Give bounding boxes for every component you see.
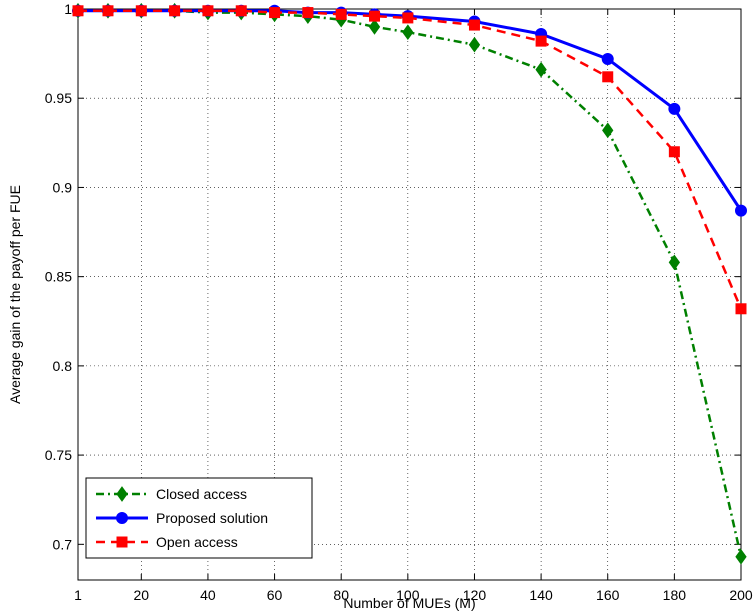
data-point (269, 7, 281, 19)
data-point (235, 5, 247, 17)
x-tick-label: 60 (267, 587, 283, 603)
series (72, 2, 747, 565)
legend-entry-proposed-solution: Proposed solution (96, 510, 268, 526)
legend-marker (116, 486, 128, 502)
x-tick-label: 180 (663, 587, 687, 603)
data-point (468, 19, 480, 31)
y-tick-label: 1 (64, 1, 72, 17)
x-tick-label: 1 (74, 587, 82, 603)
data-point (668, 254, 681, 271)
data-point (468, 36, 481, 53)
y-tick-label: 0.7 (53, 536, 73, 552)
legend-label: Closed access (156, 486, 247, 502)
y-axis-label: Average gain of the payoff per FUE (7, 185, 23, 404)
series-open-access (72, 5, 747, 315)
data-point (601, 52, 614, 65)
legend: Closed access Proposed solution Open acces… (85, 477, 313, 559)
grid (78, 9, 741, 580)
data-point (335, 8, 347, 20)
data-point (735, 548, 747, 565)
series-line-proposed-solution (78, 9, 743, 212)
data-point (602, 71, 614, 83)
data-point (602, 122, 614, 139)
legend-marker (116, 512, 128, 524)
data-point (535, 35, 547, 47)
legend-entry-open-access: Open access (96, 534, 238, 550)
plot-frame (77, 8, 742, 581)
x-tick-label: 140 (529, 587, 553, 603)
data-point (535, 61, 547, 78)
series-line-open-access (78, 9, 743, 310)
data-point (735, 303, 747, 315)
x-tick-label: 40 (200, 587, 216, 603)
y-tick-label: 0.75 (45, 447, 72, 463)
y-tick-label: 0.9 (53, 179, 73, 195)
data-point (368, 18, 381, 35)
x-axis-label: Number of MUEs (M) (343, 595, 475, 611)
x-tick-label: 120 (463, 587, 487, 603)
series-line-closed-access (78, 9, 743, 558)
x-tick-label: 80 (333, 587, 349, 603)
data-point (668, 102, 681, 115)
data-point (735, 204, 747, 217)
legend-marker (116, 536, 128, 548)
data-point (72, 5, 84, 17)
y-tick-label: 0.85 (45, 269, 72, 285)
data-point (102, 5, 114, 17)
legend-label: Open access (156, 534, 238, 550)
axis-ticks: 1 20 40 60 80 100 120 140 160 180 2000.70.750.80.8… (45, 1, 753, 603)
legend-entry-closed-access: Closed access (96, 486, 247, 502)
data-point (402, 24, 414, 41)
x-tick-label: 160 (596, 587, 620, 603)
data-point (202, 5, 214, 17)
data-point (135, 5, 147, 17)
x-tick-label: 20 (134, 587, 150, 603)
y-tick-label: 0.95 (45, 90, 72, 106)
x-tick-label: 200 (729, 587, 753, 603)
data-point (169, 5, 181, 17)
x-tick-label: 100 (396, 587, 420, 603)
data-point (668, 146, 680, 158)
legend-label: Proposed solution (156, 510, 268, 526)
data-point (402, 12, 414, 24)
data-point (369, 10, 381, 22)
data-point (302, 7, 314, 19)
y-tick-label: 0.8 (53, 358, 73, 374)
